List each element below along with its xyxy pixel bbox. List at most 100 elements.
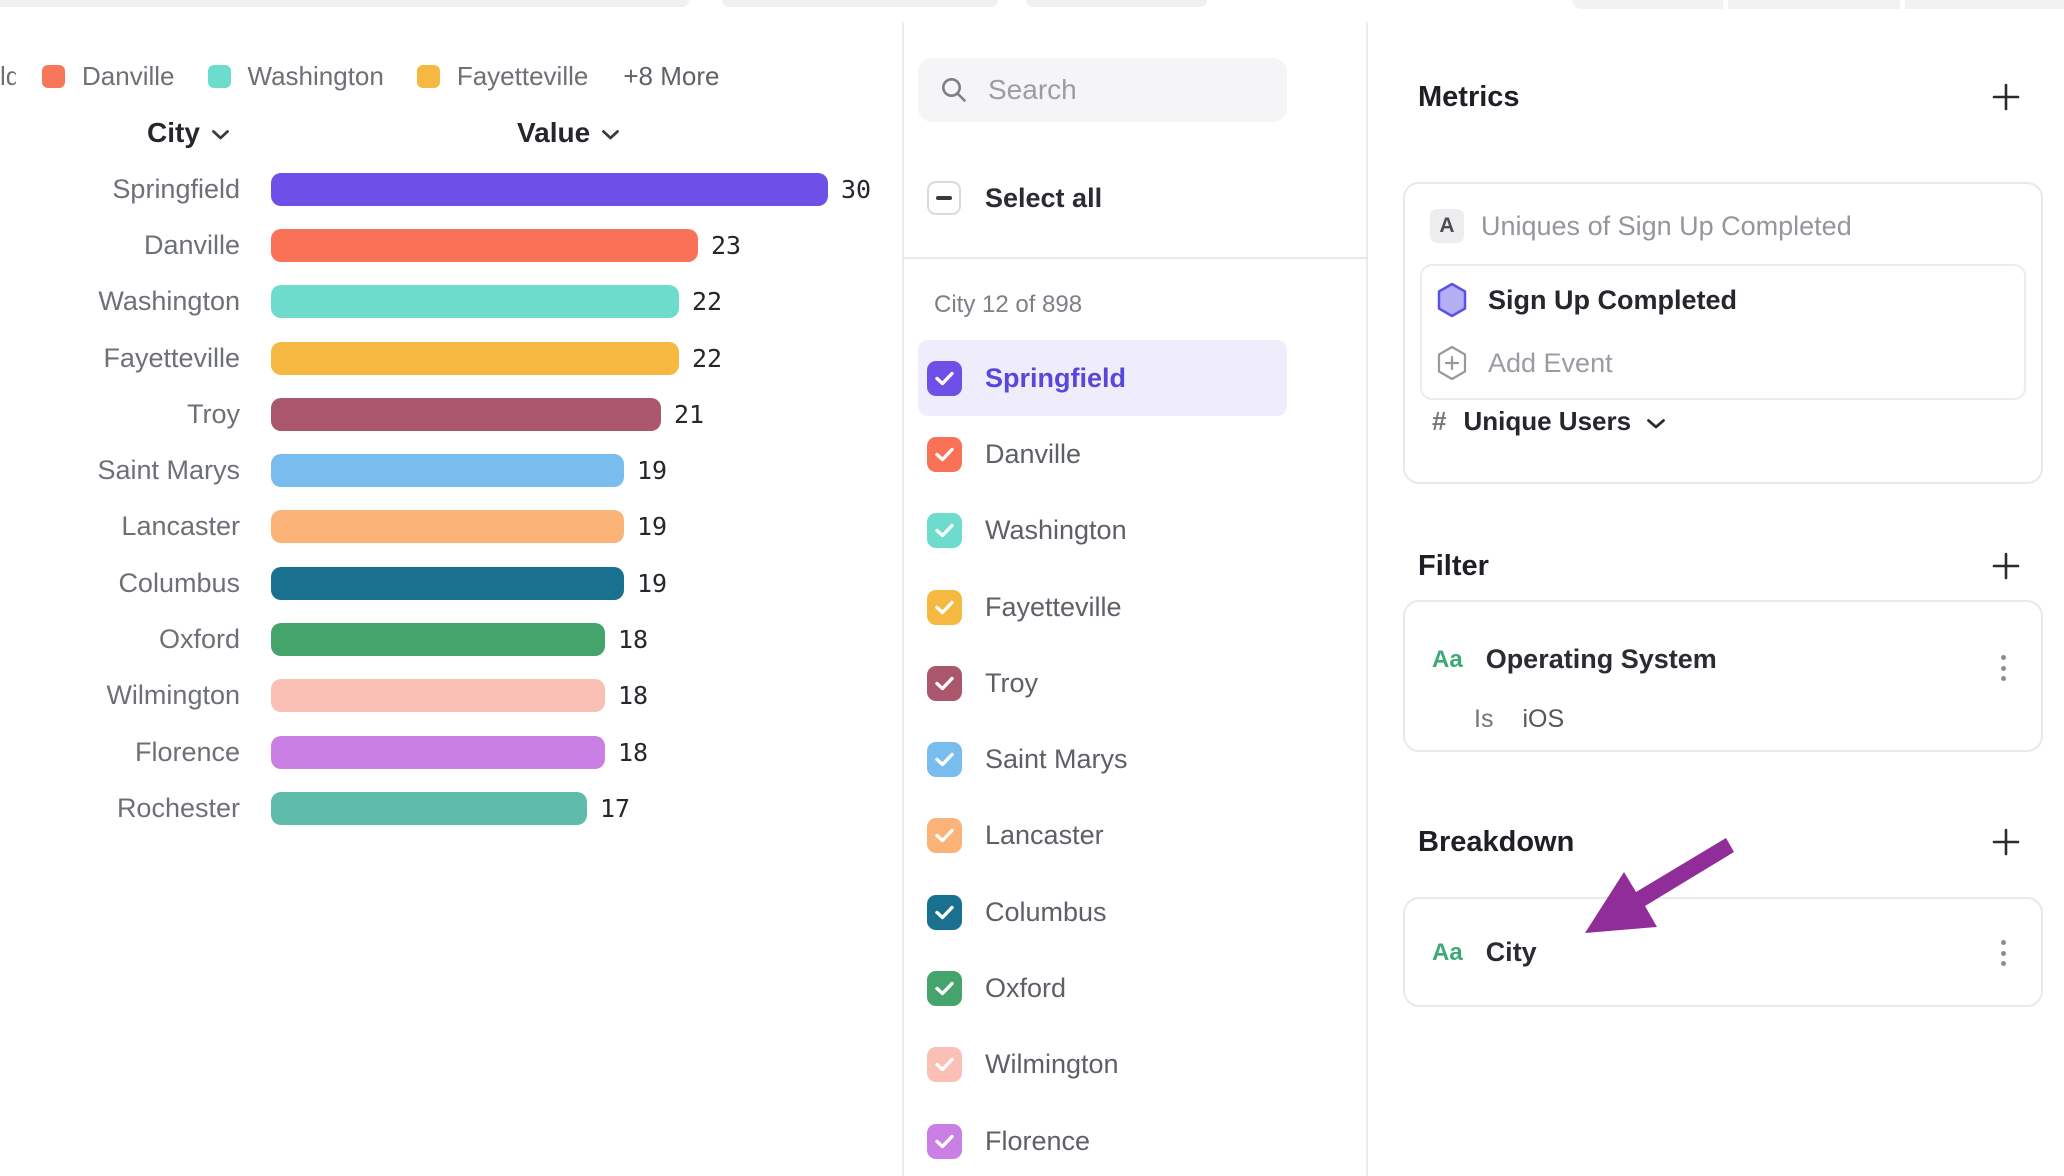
bar-value-label: 30 (841, 174, 872, 204)
list-divider (902, 257, 1368, 259)
filter-options-kebab-button[interactable] (1991, 655, 2015, 681)
search-icon (942, 78, 966, 102)
bar[interactable] (271, 791, 587, 825)
city-list-item[interactable]: Florence (918, 1103, 1287, 1176)
metric-summary-row: A Uniques of Sign Up Completed (1430, 209, 1852, 243)
city-list-item[interactable]: Wilmington (918, 1027, 1287, 1103)
city-list-item[interactable]: Washington (918, 493, 1287, 569)
metric-card[interactable]: A Uniques of Sign Up Completed Sign Up C… (1403, 182, 2043, 484)
bar-category-label: Wilmington (106, 680, 240, 711)
bar-category-label: Fayetteville (103, 342, 240, 373)
string-property-icon: Aa (1432, 938, 1463, 966)
city-list-item[interactable]: Danville (918, 416, 1287, 492)
sort-value-header[interactable]: Value (517, 117, 620, 149)
filter-condition-row[interactable]: Is iOS (1474, 705, 1564, 734)
bar-category-label: Washington (98, 286, 240, 317)
checkbox-checked[interactable] (927, 360, 962, 396)
checkbox-checked[interactable] (927, 894, 962, 930)
legend-swatch (207, 64, 231, 88)
chevron-down-icon (1647, 419, 1665, 429)
legend-more-link[interactable]: +8 More (623, 60, 720, 91)
city-label: Columbus (985, 896, 1107, 927)
bar[interactable] (271, 285, 679, 319)
string-property-icon: Aa (1432, 645, 1463, 673)
bar-value-label: 18 (618, 737, 649, 767)
city-list-item[interactable]: Lancaster (918, 798, 1287, 874)
add-event-row[interactable]: Add Event (1436, 345, 1613, 381)
add-breakdown-button[interactable] (1988, 824, 2024, 860)
legend-swatch (42, 64, 65, 88)
filter-card[interactable]: Aa Operating System Is iOS (1403, 600, 2043, 752)
city-list-item[interactable]: Fayetteville (918, 569, 1287, 645)
breakdown-property-label: City (1485, 937, 1537, 967)
city-list-item[interactable]: Springfield (918, 340, 1287, 417)
city-label: Fayetteville (985, 591, 1122, 622)
city-label: Lancaster (985, 820, 1104, 851)
checkbox-checked[interactable] (927, 1123, 962, 1159)
bar-row: Florence 18 (0, 724, 900, 780)
bar-row: Danville 23 (0, 217, 900, 273)
bar[interactable] (271, 623, 605, 657)
breakdown-section-title: Breakdown (1418, 826, 1575, 858)
checkbox-checked[interactable] (927, 971, 962, 1007)
sort-city-header[interactable]: City (147, 117, 230, 149)
city-label: Oxford (985, 973, 1067, 1004)
legend-item[interactable]: Fayetteville (416, 61, 588, 92)
breakdown-card[interactable]: Aa City (1403, 897, 2043, 1007)
bar[interactable] (271, 172, 828, 206)
result-count-label: City 12 of 898 (934, 291, 1083, 318)
bar[interactable] (271, 341, 679, 375)
checkbox-checked[interactable] (927, 436, 962, 472)
bar-value-label: 17 (600, 793, 631, 823)
select-all-row[interactable]: Select all (927, 181, 1102, 215)
select-all-label: Select all (985, 182, 1103, 213)
bar-rows: Springfield 30 Danville 23 Washington 22 Fayet… (0, 161, 900, 837)
city-list-item[interactable]: Oxford (918, 950, 1287, 1026)
city-label: Washington (985, 515, 1127, 546)
bar[interactable] (271, 454, 624, 488)
search-input[interactable] (986, 73, 1270, 107)
bar[interactable] (271, 228, 698, 262)
measure-label: Unique Users (1463, 406, 1632, 436)
breakdown-property-row[interactable]: Aa City (1432, 937, 1537, 968)
bar[interactable] (271, 510, 624, 544)
checkbox-checked[interactable] (927, 742, 962, 778)
checkbox-checked[interactable] (927, 1047, 962, 1083)
event-card: Sign Up Completed Add Event (1420, 264, 2026, 400)
city-label: Springfield (985, 362, 1126, 393)
chevron-down-icon (212, 130, 229, 140)
filter-property-label: Operating System (1485, 644, 1717, 674)
bar[interactable] (271, 735, 605, 769)
breakdown-options-kebab-button[interactable] (1991, 940, 2015, 966)
legend-swatch (416, 64, 440, 88)
bar-row: Springfield 30 (0, 161, 900, 217)
checkbox-checked[interactable] (927, 665, 962, 701)
checkbox-checked[interactable] (927, 589, 962, 625)
bar-category-label: Danville (143, 229, 240, 260)
minus-icon (936, 196, 952, 200)
search-box[interactable] (918, 58, 1287, 122)
city-list-item[interactable]: Columbus (918, 874, 1287, 950)
city-list-item[interactable]: Saint Marys (918, 721, 1287, 797)
filter-property-row[interactable]: Aa Operating System (1432, 644, 1717, 675)
city-label: Florence (985, 1125, 1091, 1156)
city-list-item[interactable]: Troy (918, 645, 1287, 721)
select-all-checkbox-indeterminate[interactable] (927, 181, 961, 215)
metrics-section-title: Metrics (1418, 81, 1520, 113)
legend-items: Danville Washington Fayetteville (42, 61, 621, 92)
bar-category-label: Rochester (116, 792, 240, 823)
bar[interactable] (271, 679, 605, 713)
clipped-tab (1026, 0, 1207, 7)
checkbox-checked[interactable] (927, 818, 962, 854)
add-filter-button[interactable] (1988, 548, 2024, 584)
add-metric-button[interactable] (1988, 79, 2024, 115)
event-row[interactable]: Sign Up Completed (1436, 282, 1737, 318)
legend-item[interactable]: Washington (207, 61, 384, 92)
legend-item[interactable]: Danville (42, 61, 175, 92)
checkbox-checked[interactable] (927, 513, 962, 549)
bar[interactable] (271, 397, 661, 431)
bar[interactable] (271, 566, 624, 600)
clipped-segmented-control (1572, 0, 2064, 9)
measure-selector[interactable]: # Unique Users (1432, 406, 1666, 437)
chart-legend: ld Danville Washington Fayetteville +8 Mor… (0, 58, 719, 94)
